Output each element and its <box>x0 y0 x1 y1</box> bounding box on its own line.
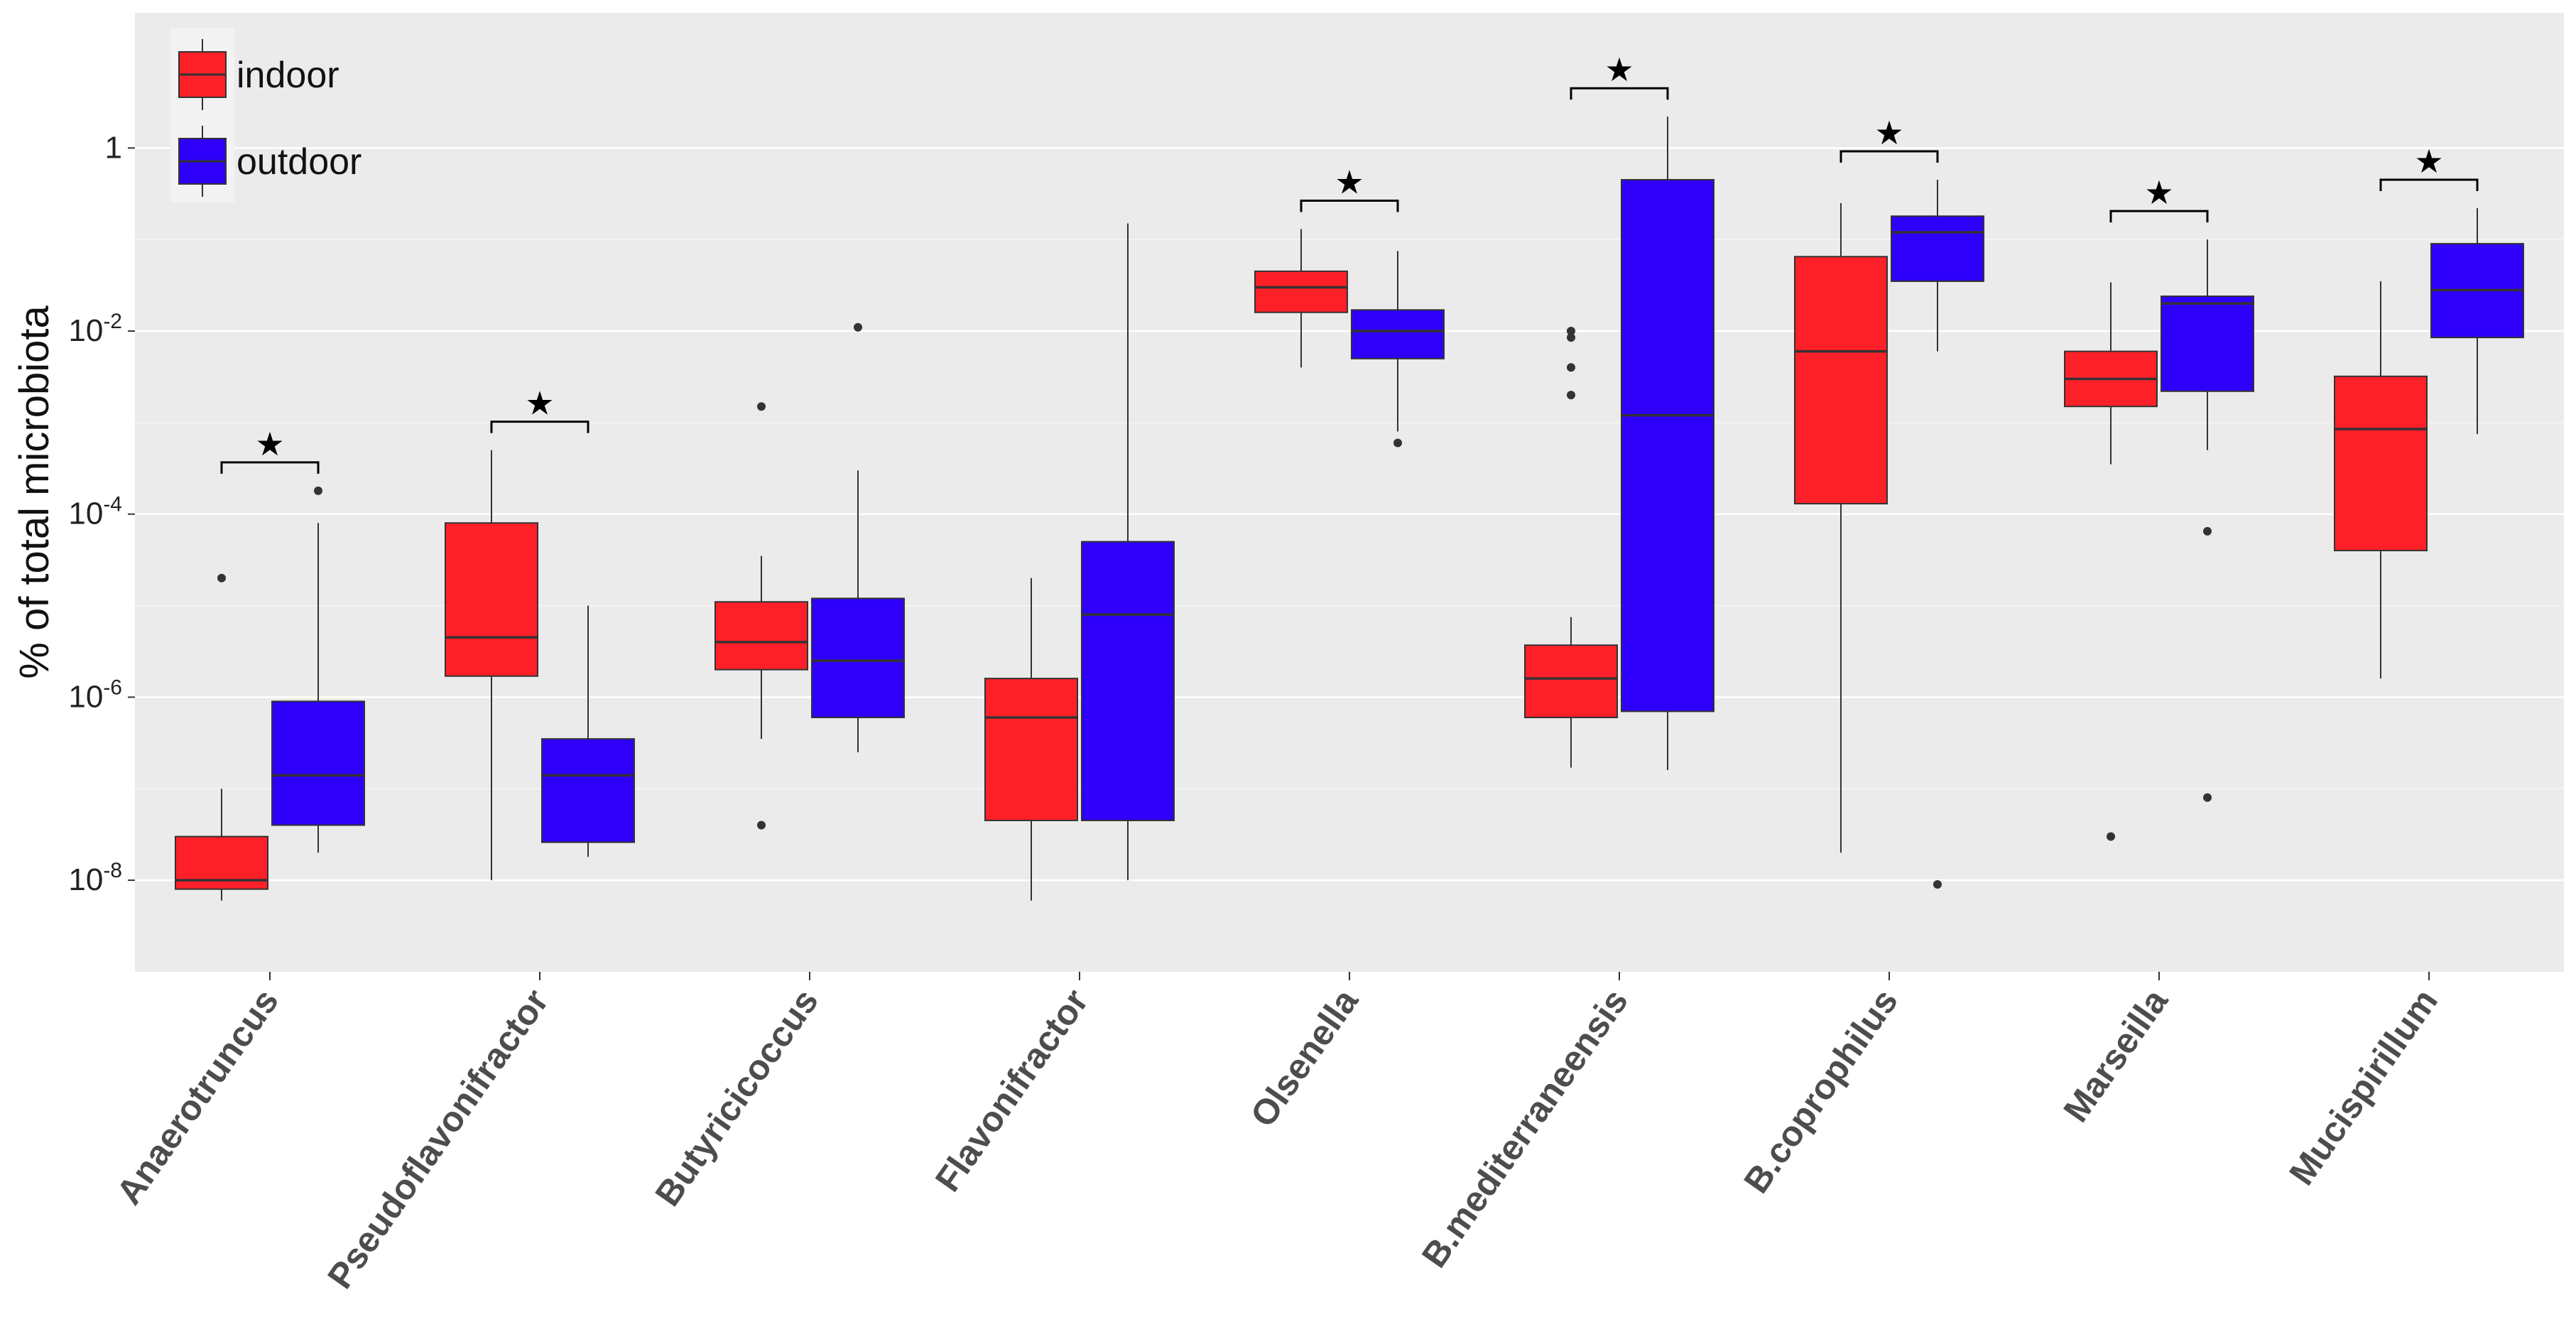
Flavonifractor-indoor-box <box>984 578 1078 901</box>
Olsenella-indoor-box <box>1254 229 1348 368</box>
Anaerotruncus-outdoor-box <box>271 486 365 853</box>
outlier-point <box>1567 327 1575 336</box>
y-axis-label: % of total microbiota <box>11 305 58 679</box>
significance-bracket <box>220 461 320 474</box>
significance-star: ★ <box>2414 142 2443 180</box>
outlier-point <box>1933 880 1942 889</box>
iqr-box <box>445 522 538 677</box>
Mucispirillum-indoor-box <box>2334 281 2428 679</box>
iqr-box <box>1891 215 1984 282</box>
Butyricicoccus-outdoor-box <box>811 323 905 753</box>
iqr-box <box>1621 179 1714 712</box>
outlier-point <box>1567 391 1575 400</box>
significance-star: ★ <box>1604 50 1634 89</box>
outlier-point <box>2203 526 2212 536</box>
outlier-point <box>314 486 322 495</box>
legend-label: outdoor <box>237 141 362 183</box>
legend-label: indoor <box>237 55 339 96</box>
iqr-box <box>541 738 635 843</box>
significance-bracket <box>2379 178 2479 192</box>
y-tick-label: 1 <box>105 130 122 165</box>
outlier-point <box>1567 333 1575 342</box>
Butyricicoccus-indoor-box <box>714 402 808 830</box>
legend: indoor outdoor <box>170 28 362 202</box>
significance-bracket <box>1300 200 1399 212</box>
Pseudoflavonifractor-outdoor-box <box>541 605 635 857</box>
B.mediterraneensis-indoor-box <box>1524 327 1618 768</box>
Marseilla-indoor-box <box>2064 282 2158 841</box>
iqr-box <box>1351 309 1445 359</box>
outlier-point <box>2107 832 2115 841</box>
Marseilla-outdoor-box <box>2161 239 2254 802</box>
significance-star: ★ <box>525 384 554 423</box>
B.coprophilus-outdoor-box <box>1891 180 1984 889</box>
iqr-box <box>1081 541 1175 821</box>
iqr-box <box>271 700 365 826</box>
B.mediterraneensis-outdoor-box <box>1621 116 1714 770</box>
Anaerotruncus-indoor-box <box>175 573 268 901</box>
iqr-box <box>2161 296 2254 392</box>
outlier-point <box>1567 363 1575 372</box>
y-tick-label: 10-4 <box>68 493 122 531</box>
significance-star: ★ <box>255 425 284 463</box>
Olsenella-outdoor-box <box>1351 251 1445 448</box>
plot-panel <box>135 13 2564 972</box>
gridlines <box>135 147 2564 882</box>
iqr-box <box>2334 375 2428 552</box>
significance-star: ★ <box>1874 114 1903 152</box>
Pseudoflavonifractor-indoor-box <box>445 450 538 881</box>
Mucispirillum-outdoor-box <box>2430 208 2524 434</box>
y-tick-label: 10-8 <box>68 859 122 897</box>
iqr-box <box>714 601 808 671</box>
iqr-box <box>984 678 1078 821</box>
significance-star: ★ <box>1335 163 1364 202</box>
significance-bracket <box>2109 210 2209 223</box>
significance-star: ★ <box>2144 173 2173 212</box>
B.coprophilus-indoor-box <box>1794 202 1888 853</box>
legend-item-outdoor: outdoor <box>178 126 362 197</box>
outlier-point <box>2203 793 2212 802</box>
iqr-box <box>811 597 905 719</box>
outlier-point <box>757 402 766 411</box>
box-series: ★ ★ ★ ★ ★ ★ ★ <box>175 50 2524 901</box>
iqr-box <box>1524 644 1618 719</box>
outlier-point <box>1393 438 1402 448</box>
iqr-box <box>1254 270 1348 313</box>
legend-item-indoor: indoor <box>178 39 339 110</box>
significance-bracket <box>1570 87 1669 100</box>
outlier-point <box>757 820 766 830</box>
significance-bracket <box>490 421 589 433</box>
significance-bracket <box>1839 150 1939 163</box>
iqr-box <box>1794 256 1888 505</box>
outlier-point <box>217 573 226 582</box>
outlier-point <box>854 323 862 332</box>
Flavonifractor-outdoor-box <box>1081 223 1175 881</box>
